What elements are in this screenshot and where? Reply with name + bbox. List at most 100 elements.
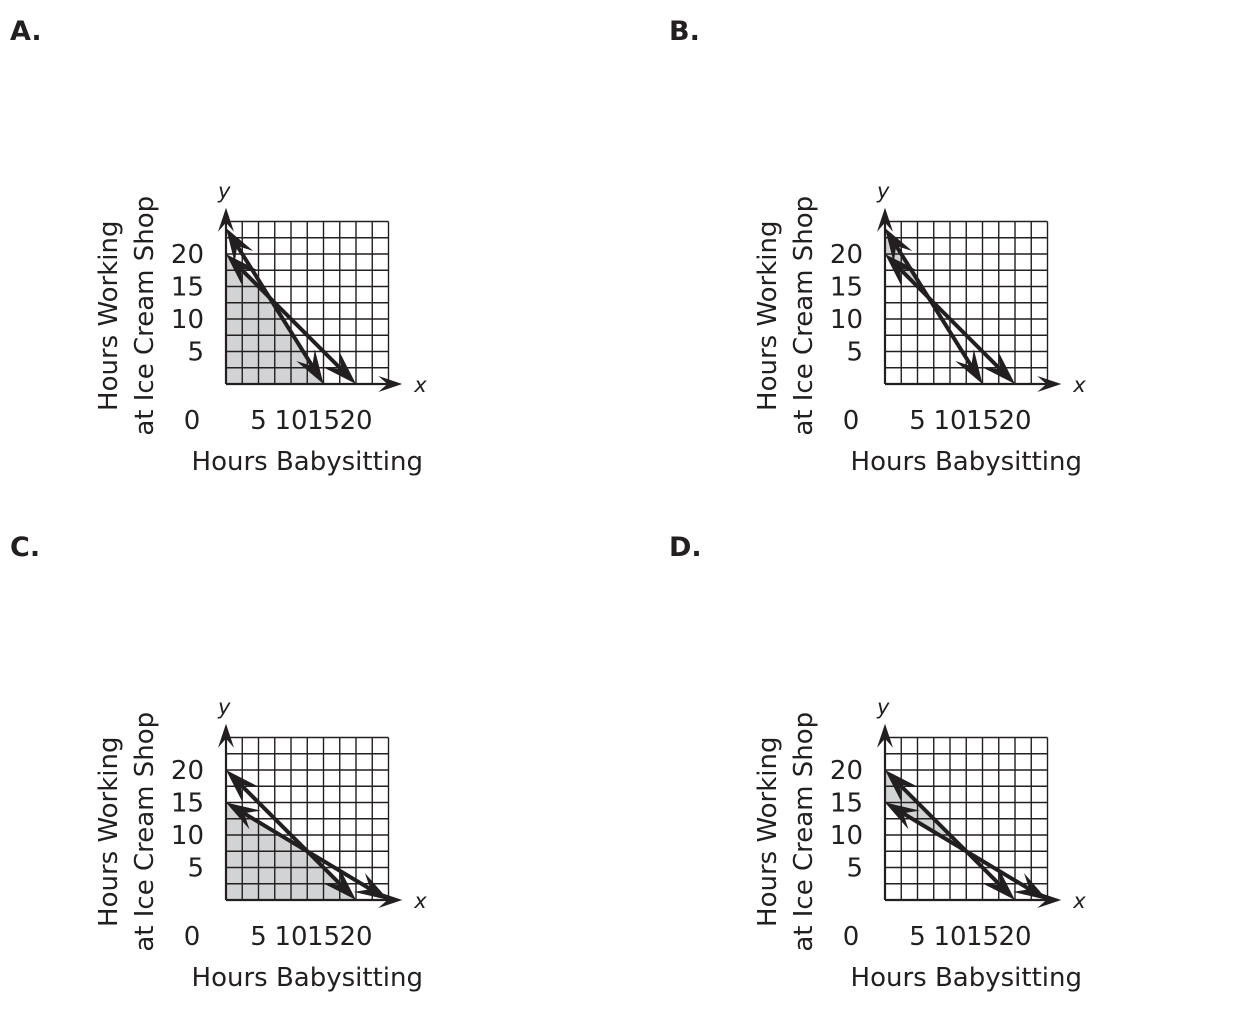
origin-label-a: 0 [184,406,201,436]
graph-panel-b: B. x y 0 5 10 15 20 5 10 15 20 Hours Babysitting Hour… [659,0,1250,500]
x-tick-label-d: 15 [966,922,999,952]
y-tick-label-d: 5 [846,854,863,884]
grid-a [226,220,390,384]
y-tick-label-a: 20 [171,240,204,270]
graph-panel-c: C. x y 0 5 10 15 20 5 10 15 20 Hours Babysitting Hour… [0,516,620,1016]
y-var-label-c: y [217,695,231,719]
y-var-label-d: y [876,695,890,719]
boundary-arrow-a-2 [324,352,356,384]
boundary-arrow-d-1 [983,868,1015,900]
boundary-arrow-a-1 [296,349,324,384]
y-var-label-b: y [876,179,890,203]
boundary-arrow-b-2 [983,352,1015,384]
y-tick-label-a: 10 [171,305,204,335]
boundary-arrow-c-1 [324,868,356,900]
x-axis-title-a: Hours Babysitting [192,447,423,477]
y-axis-arrow-d [877,723,893,748]
y-axis-title-a: Hours Working at Ice Cream Shop [94,196,160,436]
x-tick-label-c: 15 [307,922,340,952]
graph-panel-d: D. x y 0 5 10 15 20 5 10 15 20 Hours Babysitting Hour… [659,516,1250,1016]
boundary-arrow-c-2 [353,873,389,900]
y-axis-title-d: Hours Working at Ice Cream Shop [753,712,819,952]
y-tick-label-b: 5 [846,338,863,368]
y-axis-arrow-c [218,723,234,748]
x-tick-label-b: 15 [966,406,999,436]
x-tick-label-c: 20 [339,922,372,952]
y-axis-title-line-d: Hours Working [753,737,783,927]
option-label-d: D. [669,532,702,563]
grid-b [885,220,1049,384]
y-tick-label-c: 20 [171,756,204,786]
boundary-line-b-1 [892,242,975,370]
x-var-label-a: x [413,373,427,397]
x-tick-label-d: 10 [933,922,966,952]
x-tick-label-c: 10 [274,922,307,952]
y-axis-title-line-c: at Ice Cream Shop [130,712,160,952]
y-axis-title-line-b: at Ice Cream Shop [789,196,819,436]
boundary-line-c-2 [240,810,375,893]
boundary-arrow-b-1 [885,228,913,263]
y-axis-title-c: Hours Working at Ice Cream Shop [94,712,160,952]
y-tick-label-d: 15 [830,789,863,819]
x-axis-arrow-a [378,376,403,392]
x-tick-label-c: 5 [250,922,267,952]
x-var-label-b: x [1072,373,1086,397]
boundary-arrow-b-2 [885,254,917,286]
option-label-b: B. [669,16,700,47]
y-axis-arrow-b [877,207,893,232]
origin-label-c: 0 [184,922,201,952]
x-tick-label-d: 20 [998,922,1031,952]
graph-panel-a: A. x y 0 5 10 15 20 5 10 15 20 Hours Babysitting Hour… [0,0,620,500]
y-tick-label-b: 10 [830,305,863,335]
y-axis-title-line-d: at Ice Cream Shop [789,712,819,952]
y-tick-label-d: 20 [830,756,863,786]
x-axis-title-b: Hours Babysitting [851,447,1082,477]
boundary-line-d-2 [899,810,1034,893]
y-tick-label-b: 20 [830,240,863,270]
x-var-label-c: x [413,889,427,913]
y-tick-label-d: 10 [830,821,863,851]
y-var-label-a: y [217,179,231,203]
y-tick-label-c: 15 [171,789,204,819]
y-tick-label-a: 15 [171,273,204,303]
x-tick-label-d: 5 [909,922,926,952]
y-axis-title-line-c: Hours Working [94,737,124,927]
boundary-arrow-d-1 [885,770,917,802]
boundary-line-b-2 [896,265,1004,373]
y-tick-label-c: 10 [171,821,204,851]
boundary-arrow-d-2 [885,802,920,830]
x-tick-label-b: 20 [998,406,1031,436]
boundary-line-a-1 [233,242,316,370]
boundary-line-a-2 [237,265,345,373]
x-tick-label-b: 10 [933,406,966,436]
x-axis-arrow-b [1037,376,1062,392]
y-tick-label-b: 15 [830,273,863,303]
x-tick-label-a: 15 [307,406,340,436]
y-tick-label-a: 5 [187,338,204,368]
x-tick-label-a: 20 [339,406,372,436]
y-axis-title-line-a: Hours Working [94,221,124,411]
boundary-arrow-a-1 [226,228,254,263]
origin-label-d: 0 [843,922,860,952]
boundary-arrow-d-2 [1012,873,1048,900]
option-label-a: A. [10,16,42,47]
boundary-line-d-1 [896,781,1004,889]
boundary-arrow-a-2 [226,254,258,286]
origin-label-b: 0 [843,406,860,436]
y-axis-arrow-a [218,207,234,232]
x-tick-label-a: 5 [250,406,267,436]
y-axis-title-line-a: at Ice Cream Shop [130,196,160,436]
y-axis-title-b: Hours Working at Ice Cream Shop [753,196,819,436]
boundary-line-c-1 [237,781,345,889]
x-axis-title-c: Hours Babysitting [192,963,423,993]
boundary-arrow-c-1 [226,770,258,802]
boundary-arrow-b-1 [955,349,983,384]
y-tick-label-c: 5 [187,854,204,884]
boundary-arrow-c-2 [226,802,261,830]
x-tick-label-a: 10 [274,406,307,436]
y-axis-title-line-b: Hours Working [753,221,783,411]
x-axis-title-d: Hours Babysitting [851,963,1082,993]
